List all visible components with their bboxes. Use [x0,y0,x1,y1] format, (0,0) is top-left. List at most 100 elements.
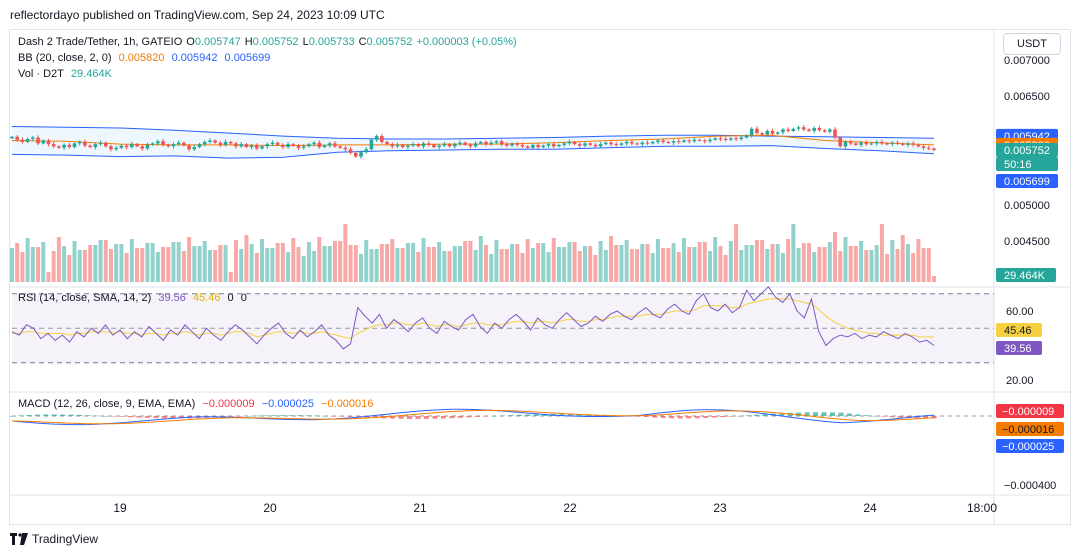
macd-histogram-bar [829,412,835,416]
candle-body [614,144,619,146]
macd-value-badge [996,404,1064,418]
macd-histogram-bar [60,414,66,416]
volume-bar [864,250,869,282]
volume-bar [108,249,113,282]
macd-hist-value: −0.000009 [202,398,255,410]
volume-bar [447,251,452,282]
macd-histogram-bar [271,415,277,416]
candle-body [609,142,613,145]
volume-bar [280,243,285,282]
volume-bar [207,250,212,282]
macd-histogram-bar [229,416,235,417]
bb-upper-value: 0.005942 [171,52,218,64]
volume-bar [530,248,535,282]
macd-signal-line [11,409,935,425]
macd-histogram-bar [111,416,117,417]
macd-legend: MACD (12, 26, close, 9, EMA, EMA) −0.000… [18,398,377,410]
macd-histogram-bar [136,416,142,418]
macd-histogram-bar [559,413,565,416]
candle-body [676,141,681,143]
macd-histogram-bar [330,416,336,417]
candle-body [234,143,238,147]
volume-bar [536,243,541,282]
volume-bar [478,236,483,282]
volume-bar [296,247,301,282]
macd-histogram-bar [694,416,700,419]
candle-body [593,144,598,147]
candle-body [364,149,369,153]
volume-bar [598,241,603,282]
candle-body [338,146,342,148]
macd-histogram-bar [762,414,768,416]
volume-bar [239,249,244,282]
volume-bar [473,250,478,282]
volume-bar [395,248,400,282]
volume-bar [911,253,916,282]
macd-histogram-bar [466,416,472,418]
volume-bar [713,237,718,282]
candle-body [93,144,98,148]
volume-bar [900,235,905,282]
volume-bar [734,224,739,282]
volume-bar [93,245,98,282]
volume-bar [796,248,801,282]
candle-body [249,145,254,148]
volume-bar [457,246,462,282]
volume-bar [916,239,921,282]
volume-bar [468,241,473,282]
macd-histogram-bar [686,416,692,419]
macd-histogram-bar [347,416,353,417]
low-label: L [302,36,309,48]
price-tick-label: 0.006500 [1004,91,1050,103]
candle-body [572,141,577,145]
candle-body [822,130,827,132]
candle-body [583,143,587,146]
candle-body [307,144,311,147]
volume-bar [515,244,520,282]
candle-body [682,140,686,142]
candle-body [353,152,358,157]
currency-button[interactable]: USDT [1003,33,1061,55]
macd-histogram-bar [17,415,23,417]
candle-body [270,142,275,145]
candle-body [348,149,353,153]
macd-value-badge-text: −0.000025 [1002,441,1054,453]
bb-basis-line [11,134,935,147]
volume-bar [556,247,561,282]
macd-histogram-bar [407,416,413,419]
candle-body [807,129,811,131]
volume-bar [708,251,713,282]
candle-body [369,139,374,150]
volume-bar [812,252,817,282]
volume-bar [223,245,228,282]
macd-histogram-bar [779,413,785,416]
macd-histogram-bar [821,412,827,416]
volume-bar [890,240,895,282]
price-label-text: 50:16 [1004,159,1032,171]
candle-body [432,144,436,148]
volume-bar [546,252,551,282]
candle-body [156,141,160,144]
macd-histogram-bar [102,415,108,417]
volume-bar [265,248,270,282]
macd-histogram-bar [77,414,83,416]
candle-body [744,135,749,138]
candle-body [213,140,217,143]
symbol-title: Dash 2 Trade/Tether, 1h, GATEIO [18,36,183,48]
candle-body [88,145,92,148]
macd-histogram-bar [576,414,582,416]
rsi-label: RSI (14, close, SMA, 14, 2) [18,292,152,304]
volume-bar [749,245,754,282]
main-legend: Dash 2 Trade/Tether, 1h, GATEIO O0.005747… [18,36,521,48]
volume-bar [629,249,634,282]
candle-body [817,128,822,131]
macd-histogram-bar [474,416,480,417]
candle-body [635,143,639,145]
volume-bar [822,247,827,282]
macd-histogram-bar [491,415,497,417]
price-label-text: 0.005752 [1004,145,1050,157]
candle-body [645,142,650,144]
candle-body [932,148,936,150]
volume-bar [187,237,192,282]
